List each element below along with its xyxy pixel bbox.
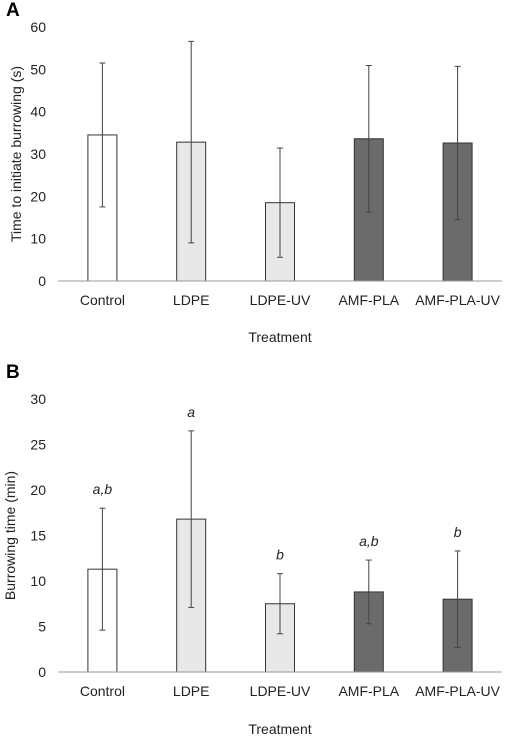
significance-letter: a,b: [359, 533, 379, 549]
y-tick-label: 40: [30, 104, 46, 120]
panel-b: B 0 5 10 15 20 25 30 Burrowing time (min) Contro…: [0, 362, 505, 738]
significance-letter: b: [276, 547, 284, 563]
significance-letter: a,b: [93, 481, 113, 497]
y-tick-label: 0: [38, 273, 46, 289]
x-tick-label: Control: [80, 292, 125, 308]
y-tick-label: 60: [30, 19, 46, 35]
y-tick-label: 15: [30, 528, 46, 544]
y-tick-label: 5: [38, 619, 46, 635]
y-axis-label: Burrowing time (min): [2, 471, 18, 600]
x-tick-label: LDPE-UV: [250, 683, 311, 699]
x-tick-label: AMF-PLA-UV: [415, 683, 500, 699]
x-tick-label: AMF-PLA-UV: [415, 292, 500, 308]
bar-chart-a: 0 10 20 30 40 50 60 Time to initiate burrowing …: [8, 19, 502, 345]
panel-label-a: A: [6, 0, 20, 21]
panel-a: A 0 10 20 30 40 50 60 Time to initiate burrowin…: [0, 0, 505, 360]
bar-chart-b: 0 5 10 15 20 25 30 Burrowing time (min) Control a…: [2, 391, 502, 737]
x-tick-label: LDPE: [173, 683, 210, 699]
panel-label-b: B: [6, 362, 20, 383]
x-tick-label: Control: [80, 683, 125, 699]
y-tick-label: 30: [30, 391, 46, 407]
x-tick-label: AMF-PLA: [338, 683, 399, 699]
y-tick-label: 20: [30, 482, 46, 498]
y-tick-label: 30: [30, 146, 46, 162]
y-tick-label: 10: [30, 573, 46, 589]
x-axis-label: Treatment: [248, 329, 311, 345]
x-axis-label: Treatment: [248, 721, 311, 737]
y-tick-label: 25: [30, 437, 46, 453]
y-tick-label: 10: [30, 231, 46, 247]
significance-letter: a: [187, 404, 195, 420]
x-tick-label: AMF-PLA: [338, 292, 399, 308]
y-tick-label: 0: [38, 664, 46, 680]
y-tick-label: 50: [30, 61, 46, 77]
bar: [87, 134, 118, 282]
y-axis-label: Time to initiate burrowing (s): [8, 66, 24, 242]
x-tick-label: LDPE: [173, 292, 210, 308]
x-tick-label: LDPE-UV: [250, 292, 311, 308]
significance-letter: b: [454, 524, 462, 540]
y-tick-label: 20: [30, 188, 46, 204]
